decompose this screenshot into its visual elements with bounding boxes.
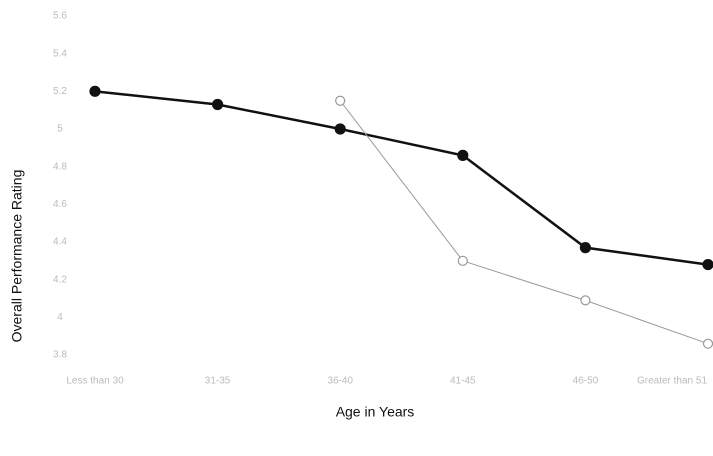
point (89, 85, 101, 97)
point (580, 295, 591, 306)
x-tick-label: Greater than 51 (637, 376, 707, 387)
y-tick-label: 4 (57, 312, 63, 323)
y-tick-label: 3.8 (53, 350, 67, 361)
y-tick-label: 4.8 (53, 161, 67, 172)
series-line (94, 90, 709, 266)
x-tick-label: 41-45 (450, 376, 476, 387)
y-tick-label: 5.6 (53, 11, 67, 22)
y-tick-label: 4.4 (53, 237, 67, 248)
y-tick-label: 4.2 (53, 274, 67, 285)
point (457, 255, 468, 266)
x-tick-label: 46-50 (573, 376, 599, 387)
point (579, 242, 592, 254)
x-axis-title: Age in Years (336, 404, 415, 420)
y-tick-label: 5.2 (53, 86, 67, 97)
point (702, 259, 713, 271)
y-tick-label: 4.6 (53, 199, 67, 210)
series-line (339, 100, 709, 345)
point (212, 98, 224, 111)
point (334, 123, 346, 135)
y-axis-title: Overall Performance Rating (9, 170, 25, 343)
point (335, 95, 346, 106)
x-tick-label: 36-40 (327, 376, 353, 387)
point (457, 149, 469, 161)
x-tick-label: 31-35 (205, 376, 231, 387)
y-tick-label: 5.4 (53, 48, 67, 59)
point (702, 338, 713, 349)
x-tick-label: Less than 30 (66, 376, 124, 387)
y-tick-label: 5 (57, 124, 63, 135)
